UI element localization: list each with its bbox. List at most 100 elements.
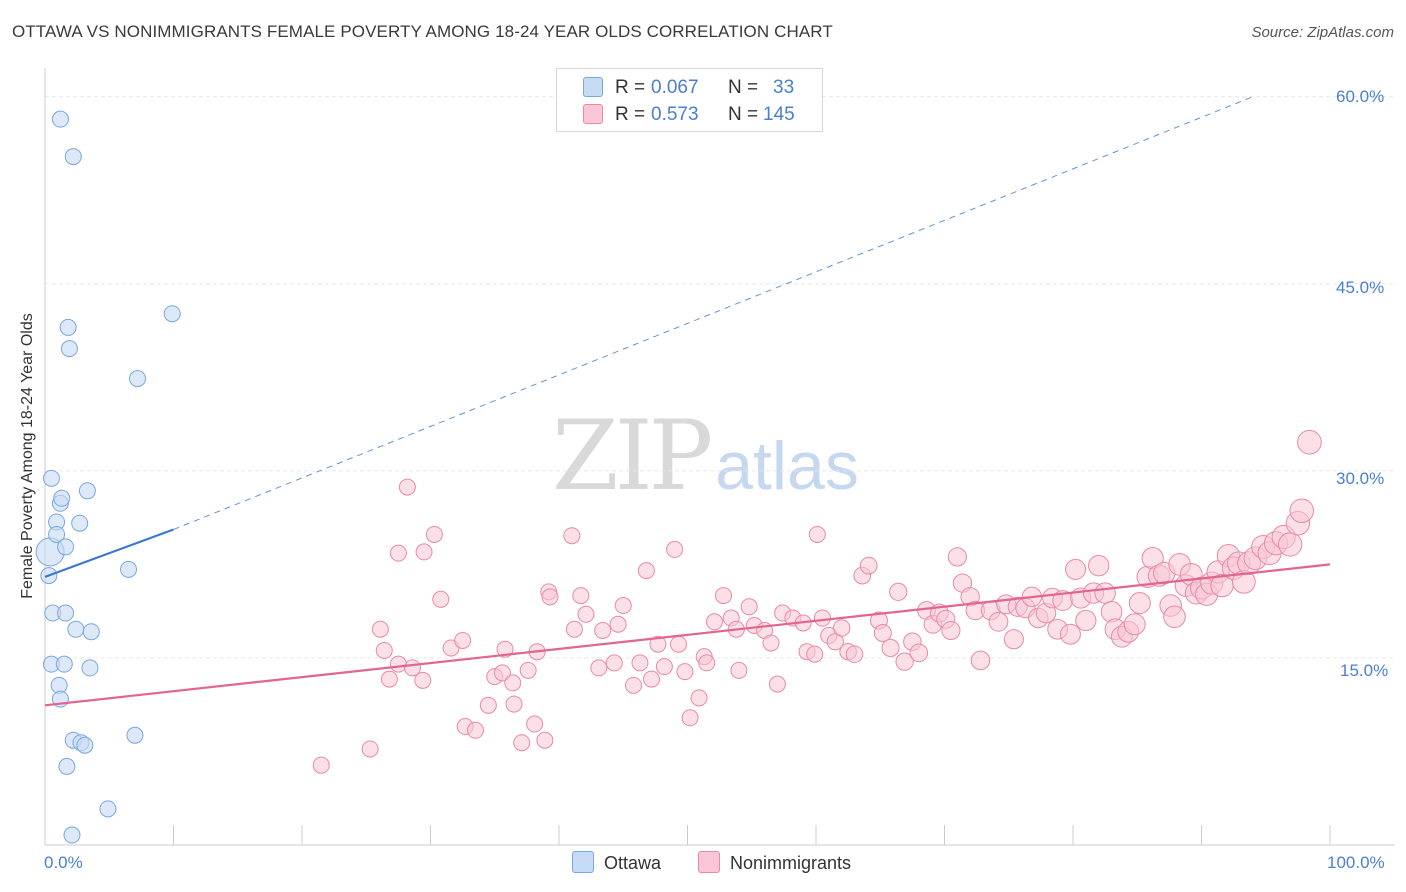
nonimmigrants-point	[655, 658, 673, 676]
r-value: 0.573	[651, 104, 699, 125]
ottawa-trendline-extension	[173, 96, 1254, 530]
nonimmigrants-point	[859, 556, 878, 575]
ottawa-point	[57, 538, 75, 556]
nonimmigrants-point	[414, 671, 432, 689]
source-label: Source: ZipAtlas.com	[1251, 24, 1394, 41]
ottawa-point	[58, 757, 76, 775]
ottawa-point	[78, 482, 96, 500]
x-tick-label-min: 0.0%	[44, 853, 83, 872]
nonimmigrants-legend-swatch	[698, 851, 720, 873]
nonimmigrants-point	[1163, 605, 1186, 629]
nonimmigrants-point	[881, 638, 900, 658]
nonimmigrants-point	[519, 661, 537, 679]
nonimmigrants-point	[1289, 498, 1315, 524]
stats-legend: R = 0.067 N = 33 R = 0.573 N = 145	[556, 68, 823, 132]
ottawa-point	[60, 340, 78, 358]
ottawa-point	[81, 659, 99, 677]
ottawa-point	[42, 469, 60, 487]
watermark-zip: ZIP	[552, 400, 713, 512]
nonimmigrants-point	[594, 621, 612, 639]
nonimmigrants-point	[572, 587, 590, 605]
nonimmigrants-point	[808, 525, 826, 543]
nonimmigrants-point	[631, 654, 649, 672]
y-tick-label: 15.0%	[1340, 661, 1389, 680]
nonimmigrants-point	[1123, 613, 1146, 636]
nonimmigrants-point	[504, 674, 522, 692]
nonimmigrants-point	[415, 543, 433, 561]
watermark-atlas: atlas	[715, 428, 859, 504]
nonimmigrants-point	[454, 631, 472, 649]
nonimmigrants-point	[806, 645, 824, 663]
nonimmigrants-point	[947, 547, 967, 567]
nonimmigrants-point	[873, 623, 892, 643]
nonimmigrants-point	[389, 544, 407, 562]
ottawa-point	[67, 620, 85, 638]
nonimmigrants-point	[833, 619, 851, 637]
ottawa-point	[63, 826, 81, 844]
x-tick-label-max: 100.0%	[1327, 853, 1385, 872]
nonimmigrants-point	[565, 620, 583, 638]
nonimmigrants-point	[666, 540, 684, 558]
n-label: N =	[728, 104, 759, 125]
nonimmigrants-point	[496, 640, 514, 658]
ottawa-point	[129, 370, 147, 388]
nonimmigrants-point	[432, 590, 450, 608]
nonimmigrants-point	[909, 643, 929, 663]
nonimmigrants-point	[380, 670, 398, 688]
y-axis-title: Female Poverty Among 18-24 Year Olds	[19, 313, 36, 599]
nonimmigrants-point	[541, 588, 559, 606]
n-label: N =	[728, 77, 759, 98]
nonimmigrants-point	[681, 709, 699, 727]
ottawa-point	[99, 800, 117, 818]
nonimmigrants-point	[493, 664, 511, 682]
y-tick-label: 45.0%	[1336, 278, 1385, 297]
nonimmigrants-point	[526, 715, 544, 733]
nonimmigrants-point	[988, 611, 1009, 632]
nonimmigrants-point	[466, 721, 484, 739]
y-tick-label: 30.0%	[1336, 469, 1385, 488]
r-label: R =	[615, 77, 646, 98]
nonimmigrants-point	[768, 675, 786, 693]
ottawa-swatch	[583, 77, 603, 97]
nonimmigrants-point	[730, 661, 748, 679]
nonimmigrants-point	[676, 663, 694, 681]
nonimmigrants-point	[1059, 623, 1081, 645]
nonimmigrants-point	[1075, 609, 1097, 632]
nonimmigrants-point	[614, 597, 632, 615]
nonimmigrants-point	[312, 756, 330, 774]
ottawa-point	[48, 525, 66, 543]
nonimmigrants-point	[389, 655, 407, 673]
nonimmigrants-point	[740, 598, 758, 616]
nonimmigrants-point	[563, 527, 581, 545]
y-tick-label: 60.0%	[1336, 87, 1385, 106]
chart-title: OTTAWA VS NONIMMIGRANTS FEMALE POVERTY A…	[12, 22, 833, 41]
nonimmigrants-point	[577, 605, 595, 623]
ottawa-point	[126, 726, 144, 744]
nonimmigrants-point	[605, 654, 623, 672]
nonimmigrants-point	[1065, 558, 1087, 580]
nonimmigrants-trendline	[44, 563, 1331, 707]
nonimmigrants-point	[643, 670, 661, 688]
nonimmigrants-point	[371, 620, 389, 638]
r-value: 0.067	[651, 77, 699, 98]
nonimmigrants-point	[762, 634, 780, 652]
nonimmigrants-swatch	[583, 104, 603, 124]
nonimmigrants-point	[1094, 582, 1116, 604]
legend-item-nonimmigrants: Nonimmigrants	[698, 851, 851, 874]
nonimmigrants-point	[625, 676, 643, 694]
nonimmigrants-point	[1277, 532, 1303, 557]
ottawa-point	[59, 318, 77, 336]
nonimmigrants-point	[690, 689, 708, 707]
nonimmigrants-point	[361, 740, 379, 758]
stats-legend-row-ottawa: R = 0.067 N = 33	[557, 73, 822, 100]
nonimmigrants-point	[941, 620, 961, 641]
nonimmigrants-point	[1128, 592, 1151, 615]
nonimmigrants-point	[425, 525, 443, 543]
nonimmigrants-point	[698, 654, 716, 672]
nonimmigrants-point	[670, 635, 688, 653]
nonimmigrants-point	[714, 587, 732, 605]
ottawa-point	[76, 736, 94, 754]
stats-legend-row-nonimmigrants: R = 0.573 N = 145	[557, 100, 822, 127]
nonimmigrants-point	[889, 582, 908, 601]
nonimmigrants-point	[536, 731, 554, 749]
